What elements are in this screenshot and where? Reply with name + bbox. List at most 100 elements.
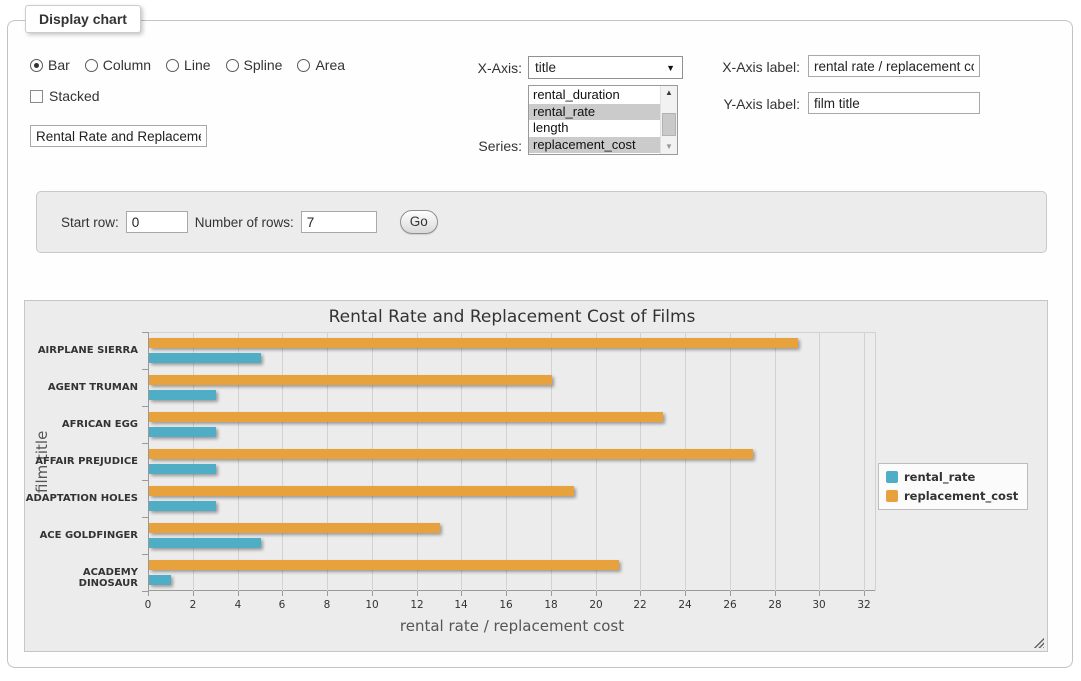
radio-label: Line (184, 57, 210, 73)
x-axis-tick (819, 591, 820, 596)
x-axis-tick (864, 591, 865, 596)
x-tick-label: 20 (576, 599, 616, 611)
radio-label: Bar (48, 57, 70, 73)
x-axis-label-input[interactable] (808, 55, 980, 77)
gridline (775, 332, 776, 591)
radio-option-column[interactable]: Column (85, 57, 151, 73)
category-tick (142, 443, 148, 444)
chart-bar-rental_rate (149, 575, 171, 585)
radio-icon (226, 59, 239, 72)
x-axis-tick (640, 591, 641, 596)
chart-bar-replacement_cost (149, 486, 574, 496)
chart-bar-rental_rate (149, 353, 261, 363)
category-label: AFRICAN EGG (25, 419, 138, 430)
stacked-label: Stacked (49, 88, 100, 104)
number-of-rows-label: Number of rows: (195, 215, 294, 230)
x-axis-tick (596, 591, 597, 596)
chart-container: Rental Rate and Replacement Cost of Film… (24, 300, 1048, 652)
y-axis-line (148, 332, 149, 591)
chart-bar-rental_rate (149, 501, 216, 511)
x-axis-tick (327, 591, 328, 596)
x-tick-label: 26 (710, 599, 750, 611)
chart-legend: rental_rate replacement_cost (878, 463, 1028, 510)
radio-option-spline[interactable]: Spline (226, 57, 283, 73)
listbox-scrollbar[interactable]: ▲ ▼ (660, 86, 677, 154)
go-button[interactable]: Go (400, 210, 438, 234)
chart-bar-replacement_cost (149, 449, 753, 459)
start-row-label: Start row: (61, 215, 119, 230)
stacked-checkbox[interactable] (30, 90, 43, 103)
legend-label: rental_rate (904, 470, 975, 484)
series-listbox[interactable]: rental_durationrental_ratelengthreplacem… (528, 85, 678, 155)
gridline (327, 332, 328, 591)
category-tick (142, 332, 148, 333)
chevron-down-icon: ▼ (666, 64, 675, 73)
x-tick-label: 14 (441, 599, 481, 611)
legend-item-rental_rate[interactable]: rental_rate (886, 470, 1018, 484)
gridline (238, 332, 239, 591)
x-axis-line (148, 590, 876, 591)
legend-item-replacement_cost[interactable]: replacement_cost (886, 489, 1018, 503)
x-axis-label-label: X-Axis label: (700, 59, 800, 75)
gridline (417, 332, 418, 591)
scrollbar-thumb[interactable] (662, 113, 676, 136)
y-axis-label-input[interactable] (808, 92, 980, 114)
category-tick (142, 480, 148, 481)
radio-option-line[interactable]: Line (166, 57, 210, 73)
x-axis-tick (461, 591, 462, 596)
x-tick-label: 16 (486, 599, 526, 611)
x-axis-tick (238, 591, 239, 596)
gridline (282, 332, 283, 591)
category-label: ADAPTATION HOLES (25, 493, 138, 504)
radio-label: Area (315, 57, 345, 73)
x-axis-select-label: X-Axis: (420, 60, 522, 76)
category-label: AGENT TRUMAN (25, 382, 138, 393)
x-axis-select[interactable]: title ▼ (528, 56, 683, 79)
gridline (685, 332, 686, 591)
category-label: AIRPLANE SIERRA (25, 345, 138, 356)
legend-label: replacement_cost (904, 489, 1018, 503)
gridline (372, 332, 373, 591)
x-axis-tick (148, 591, 149, 596)
scroll-up-icon[interactable]: ▲ (661, 86, 677, 100)
category-tick (142, 369, 148, 370)
x-tick-label: 0 (128, 599, 168, 611)
x-axis-tick (551, 591, 552, 596)
series-option-replacement_cost[interactable]: replacement_cost (529, 137, 660, 154)
x-tick-label: 8 (307, 599, 347, 611)
resize-handle-icon[interactable] (1033, 637, 1044, 648)
x-axis-select-value: title (535, 60, 556, 75)
gridline (640, 332, 641, 591)
chart-bar-replacement_cost (149, 338, 798, 348)
chart-bar-rental_rate (149, 538, 261, 548)
series-option-length[interactable]: length (529, 120, 660, 137)
panel-legend: Display chart (25, 5, 141, 33)
x-tick-label: 2 (173, 599, 213, 611)
x-tick-label: 30 (799, 599, 839, 611)
x-tick-label: 6 (262, 599, 302, 611)
x-axis-tick (193, 591, 194, 596)
category-tick (142, 554, 148, 555)
category-tick (142, 406, 148, 407)
chart-bar-replacement_cost (149, 412, 663, 422)
x-tick-label: 32 (844, 599, 884, 611)
x-tick-label: 12 (397, 599, 437, 611)
series-options: rental_durationrental_ratelengthreplacem… (529, 87, 660, 153)
x-axis-tick (506, 591, 507, 596)
x-tick-label: 28 (755, 599, 795, 611)
category-label: ACADEMY DINOSAUR (25, 567, 138, 589)
series-option-rental_rate[interactable]: rental_rate (529, 104, 660, 121)
start-row-input[interactable] (126, 211, 188, 233)
scroll-down-icon[interactable]: ▼ (661, 140, 677, 154)
radio-option-bar[interactable]: Bar (30, 57, 70, 73)
chart-bar-rental_rate (149, 464, 216, 474)
y-axis-label-label: Y-Axis label: (700, 96, 800, 112)
series-list-label: Series: (420, 138, 522, 154)
series-option-rental_duration[interactable]: rental_duration (529, 87, 660, 104)
chart-title-input[interactable] (30, 125, 207, 147)
radio-option-area[interactable]: Area (297, 57, 345, 73)
legend-swatch (886, 471, 898, 483)
plot-area (148, 332, 876, 591)
radio-icon (297, 59, 310, 72)
number-of-rows-input[interactable] (301, 211, 377, 233)
